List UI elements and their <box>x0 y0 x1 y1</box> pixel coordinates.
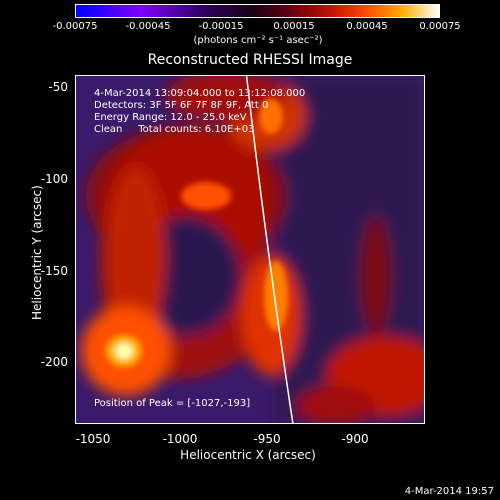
colorbar-label: (photons cm⁻² s⁻¹ asec⁻²) <box>193 35 323 46</box>
y-tick: -50 <box>48 80 68 94</box>
info-time: 4-Mar-2014 13:09:04.000 to 13:12:08.000 <box>94 88 306 99</box>
y-tick: -200 <box>40 355 68 369</box>
timestamp: 4-Mar-2014 19:57 <box>404 486 494 497</box>
image-title: Reconstructed RHESSI Image <box>147 52 353 68</box>
y-tick: -100 <box>40 172 68 186</box>
solar-limb-line <box>245 76 294 423</box>
image-canvas <box>76 76 424 423</box>
colorbar-tick: -0.00075 <box>52 21 98 32</box>
colorbar-tick: 0.00075 <box>419 21 461 32</box>
info-energy: Energy Range: 12.0 - 25.0 keV <box>94 112 247 123</box>
info-detectors: Detectors: 3F 5F 6F 7F 8F 9F, Att 0 <box>94 100 269 111</box>
colorbar-tick: 0.00015 <box>273 21 315 32</box>
rhessi-image <box>75 75 425 424</box>
x-tick: -1050 <box>75 432 111 446</box>
colorbar-tick: 0.00045 <box>346 21 388 32</box>
x-tick: -950 <box>253 432 281 446</box>
x-axis-label: Heliocentric X (arcsec) <box>180 448 316 462</box>
peak-position: Position of Peak = [-1027,-193] <box>94 398 251 409</box>
x-tick: -1000 <box>162 432 198 446</box>
info-clean: Clean Total counts: 6.10E+03 <box>94 124 255 135</box>
y-axis-label: Heliocentric Y (arcsec) <box>30 185 44 320</box>
x-tick: -900 <box>341 432 369 446</box>
colorbar <box>75 4 440 18</box>
colorbar-tick: -0.00045 <box>125 21 171 32</box>
y-tick: -150 <box>40 264 68 278</box>
colorbar-tick: -0.00015 <box>198 21 244 32</box>
